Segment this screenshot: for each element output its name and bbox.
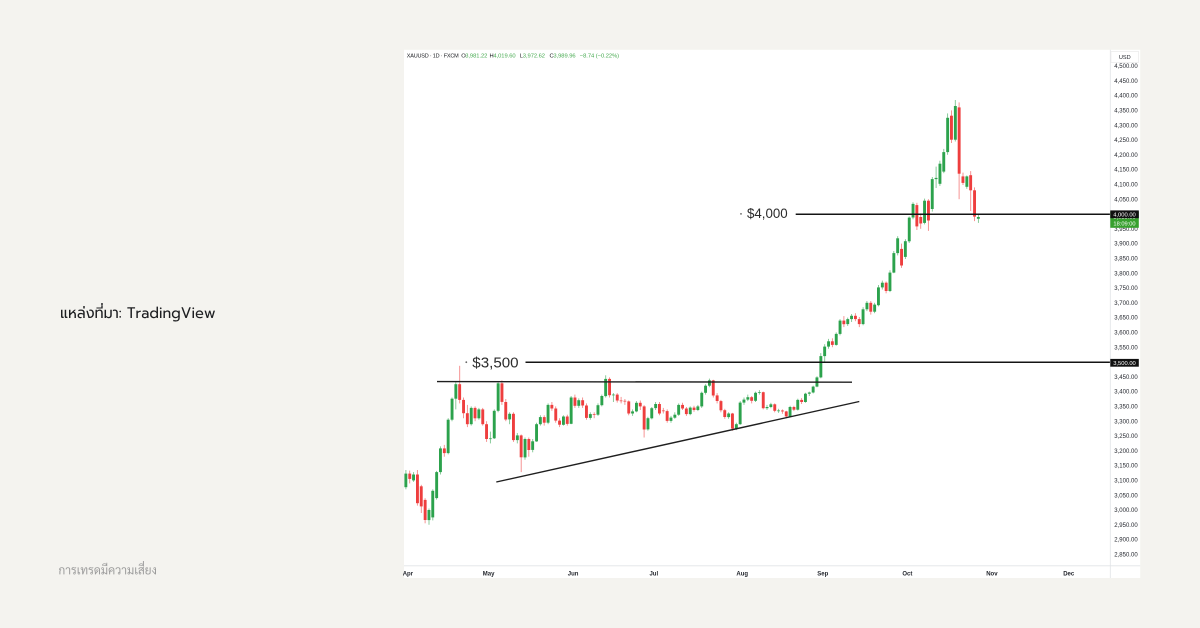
- svg-text:3,300.00: 3,300.00: [1114, 419, 1138, 425]
- svg-text:3,200.00: 3,200.00: [1114, 449, 1138, 455]
- svg-text:3,850.00: 3,850.00: [1114, 257, 1138, 263]
- svg-text:4,100.00: 4,100.00: [1114, 183, 1138, 189]
- svg-text:4,300.00: 4,300.00: [1114, 123, 1138, 129]
- svg-text:Jun: Jun: [568, 572, 579, 578]
- svg-text:$4,000: $4,000: [747, 206, 788, 221]
- svg-text:3,750.00: 3,750.00: [1114, 286, 1138, 292]
- svg-text:4,019.60: 4,019.60: [493, 54, 515, 60]
- svg-text:2,900.00: 2,900.00: [1114, 538, 1138, 544]
- svg-text:Sep: Sep: [817, 572, 828, 578]
- svg-text:3,150.00: 3,150.00: [1114, 464, 1138, 470]
- svg-text:4,200.00: 4,200.00: [1114, 153, 1138, 159]
- svg-text:3,450.00: 3,450.00: [1114, 375, 1138, 381]
- svg-text:3,250.00: 3,250.00: [1114, 434, 1138, 440]
- svg-text:3,600.00: 3,600.00: [1114, 331, 1138, 337]
- svg-text:3,900.00: 3,900.00: [1114, 242, 1138, 248]
- svg-text:3,972.62: 3,972.62: [523, 54, 545, 60]
- svg-text:3,550.00: 3,550.00: [1114, 345, 1138, 351]
- svg-text:4,150.00: 4,150.00: [1114, 168, 1138, 174]
- svg-text:L: L: [520, 54, 524, 60]
- svg-text:4,450.00: 4,450.00: [1114, 79, 1138, 85]
- svg-text:Jul: Jul: [649, 572, 658, 578]
- svg-text:18:09:00: 18:09:00: [1113, 222, 1135, 228]
- svg-text:4,250.00: 4,250.00: [1114, 138, 1138, 144]
- svg-text:Dec: Dec: [1063, 572, 1075, 578]
- svg-text:2,950.00: 2,950.00: [1114, 523, 1138, 529]
- svg-text:USD: USD: [1119, 55, 1131, 61]
- svg-text:3,981.22: 3,981.22: [465, 54, 487, 60]
- svg-text:3,700.00: 3,700.00: [1114, 301, 1138, 307]
- svg-text:Nov: Nov: [986, 572, 998, 578]
- svg-text:3,050.00: 3,050.00: [1114, 493, 1138, 499]
- svg-text:4,500.00: 4,500.00: [1114, 64, 1138, 70]
- svg-text:3,350.00: 3,350.00: [1114, 405, 1138, 411]
- svg-text:−8.74 (−0.22%): −8.74 (−0.22%): [580, 54, 619, 60]
- svg-text:H: H: [490, 54, 494, 60]
- svg-text:XAUUSD · 1D · FXCM: XAUUSD · 1D · FXCM: [407, 54, 459, 60]
- svg-text:3,800.00: 3,800.00: [1114, 271, 1138, 277]
- svg-text:C: C: [550, 54, 554, 60]
- svg-text:3,989.96: 3,989.96: [553, 54, 575, 60]
- svg-text:Oct: Oct: [902, 572, 912, 578]
- svg-text:3,650.00: 3,650.00: [1114, 316, 1138, 322]
- svg-text:3,100.00: 3,100.00: [1114, 479, 1138, 485]
- svg-text:$3,500: $3,500: [472, 356, 518, 372]
- svg-text:4,350.00: 4,350.00: [1114, 109, 1138, 115]
- svg-text:O: O: [461, 54, 466, 60]
- svg-text:4,050.00: 4,050.00: [1114, 197, 1138, 203]
- svg-text:Aug: Aug: [736, 572, 748, 578]
- svg-text:3,400.00: 3,400.00: [1114, 390, 1138, 396]
- svg-text:2,850.00: 2,850.00: [1114, 553, 1138, 559]
- svg-text:4,400.00: 4,400.00: [1114, 94, 1138, 100]
- svg-text:3,500.00: 3,500.00: [1113, 361, 1136, 367]
- svg-text:Apr: Apr: [403, 572, 414, 578]
- svg-text:4,000.00: 4,000.00: [1113, 212, 1136, 218]
- svg-text:May: May: [483, 572, 495, 578]
- svg-text:3,950.00: 3,950.00: [1114, 227, 1138, 233]
- svg-text:3,000.00: 3,000.00: [1114, 508, 1138, 514]
